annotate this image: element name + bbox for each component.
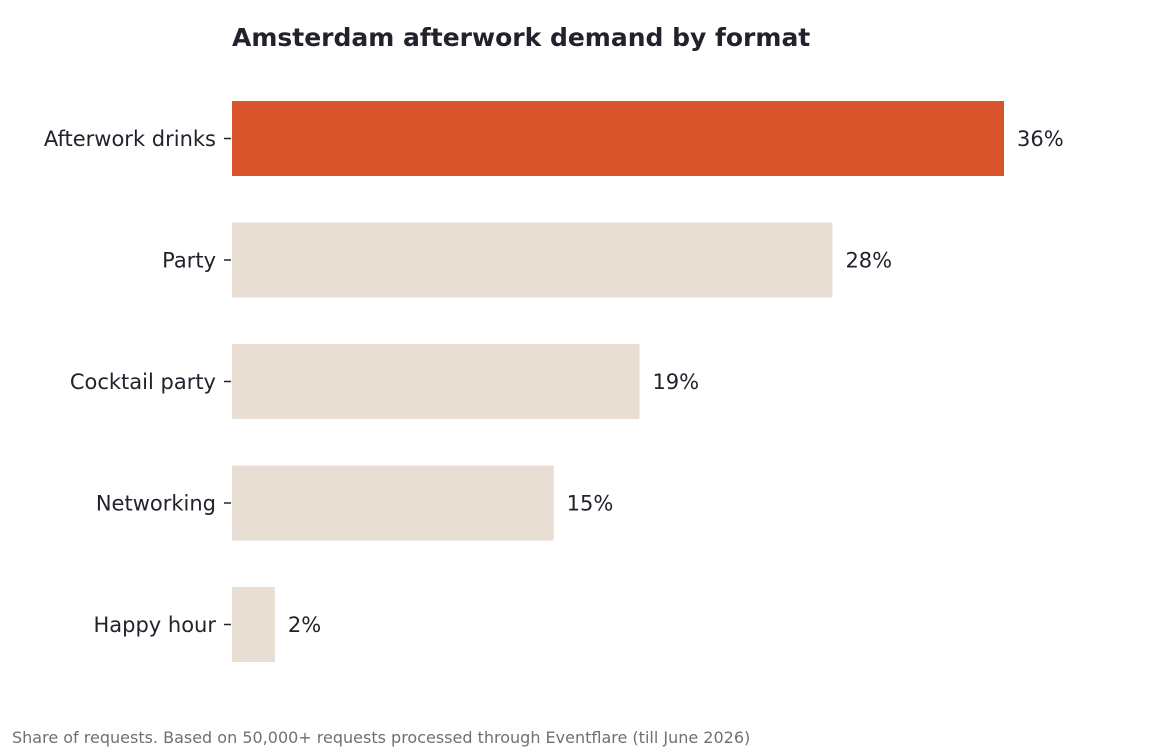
bar-cocktail-party — [232, 344, 640, 419]
category-label-happy-hour: Happy hour — [93, 613, 216, 637]
category-label-party: Party — [162, 249, 216, 273]
bar-afterwork-drinks — [232, 101, 1004, 176]
value-label-networking: 15% — [567, 492, 614, 516]
y-axis-ticks — [224, 137, 231, 626]
category-label-cocktail-party: Cocktail party — [70, 370, 216, 394]
footnote: Share of requests. Based on 50,000+ requ… — [12, 728, 750, 747]
value-label-cocktail-party: 19% — [652, 370, 699, 394]
value-label-party: 28% — [845, 249, 892, 273]
bar-happy-hour — [232, 587, 275, 662]
category-labels: Afterwork drinks Party Cocktail party Netwo… — [44, 127, 216, 637]
category-label-afterwork-drinks: Afterwork drinks — [44, 127, 216, 151]
value-label-afterwork-drinks: 36% — [1017, 127, 1064, 151]
bar-networking — [232, 465, 554, 541]
category-label-networking: Networking — [96, 492, 216, 516]
bar-party — [232, 222, 833, 298]
value-labels: 36% 28% 19% 15% 2% — [288, 127, 1064, 637]
value-label-happy-hour: 2% — [288, 613, 321, 637]
bars-group — [232, 101, 1004, 662]
chart-title: Amsterdam afterwork demand by format — [232, 23, 810, 52]
